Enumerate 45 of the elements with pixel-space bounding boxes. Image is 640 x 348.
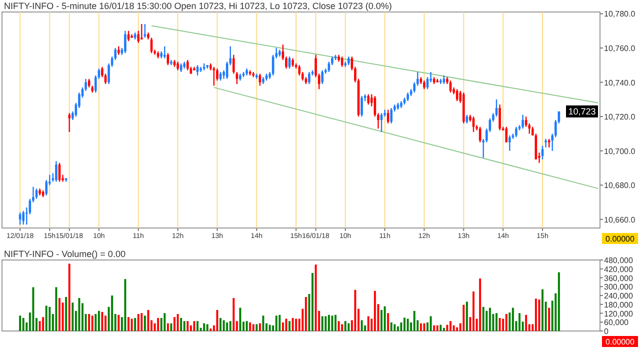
y-tick-label: 10,700.0 [604, 146, 636, 156]
candlestick [236, 71, 238, 85]
candlestick [22, 210, 25, 226]
candlestick [298, 64, 301, 76]
candlestick [367, 94, 370, 106]
y-tick-label: 180,000 [604, 300, 634, 310]
y-tick-label: 420,000 [604, 264, 634, 274]
candlestick [498, 104, 501, 131]
candlestick [55, 160, 58, 182]
y-tick-label: 0 [604, 327, 609, 336]
candlestick [321, 70, 324, 85]
y-tick-label: 10,720.0 [604, 112, 636, 122]
candlestick [68, 112, 71, 133]
text: 0.00000 [606, 338, 636, 346]
candlestick [544, 138, 547, 148]
candlestick [124, 30, 126, 54]
text: 0.00000 [606, 234, 636, 244]
y-tick-label: 360,000 [604, 274, 634, 283]
candlestick [505, 126, 508, 143]
annotation: 10,723 [568, 106, 596, 116]
candlestick [140, 23, 143, 40]
candlestick [360, 95, 363, 118]
y-tick-label: 120,000 [604, 309, 634, 318]
candlestick [508, 134, 511, 152]
y-tick-label: 10,660.0 [604, 215, 636, 224]
candlestick [232, 54, 235, 74]
chart-title: NIFTY-INFO - Volume() = 0.00 [4, 249, 126, 259]
y-tick-label: 10,760.0 [604, 44, 636, 53]
candlestick [163, 46, 166, 59]
y-tick-label: 10,740.0 [604, 78, 636, 88]
chart-title: NIFTY-INFO - 5-minute 16/01/18 15:30:00 Open 10723, Hi 10723, Lo 10723, Close 10723 (0.0%) [4, 1, 392, 11]
y-tick-label: 60,000 [604, 318, 630, 328]
candlestick [308, 71, 310, 85]
y-tick-label: 240,000 [604, 292, 634, 300]
candlestick [390, 107, 393, 124]
candlestick [515, 126, 518, 138]
candlestick [216, 68, 218, 82]
candlestick [186, 59, 189, 71]
candlestick [212, 66, 216, 86]
candlestick [45, 179, 48, 196]
y-tick-label: 300,000 [604, 282, 634, 292]
candlestick [522, 114, 524, 130]
y-tick-label: 10,780.0 [604, 10, 636, 19]
y-tick-label: 480,000 [604, 256, 634, 265]
y-tick-label: 10,680.0 [604, 181, 636, 190]
